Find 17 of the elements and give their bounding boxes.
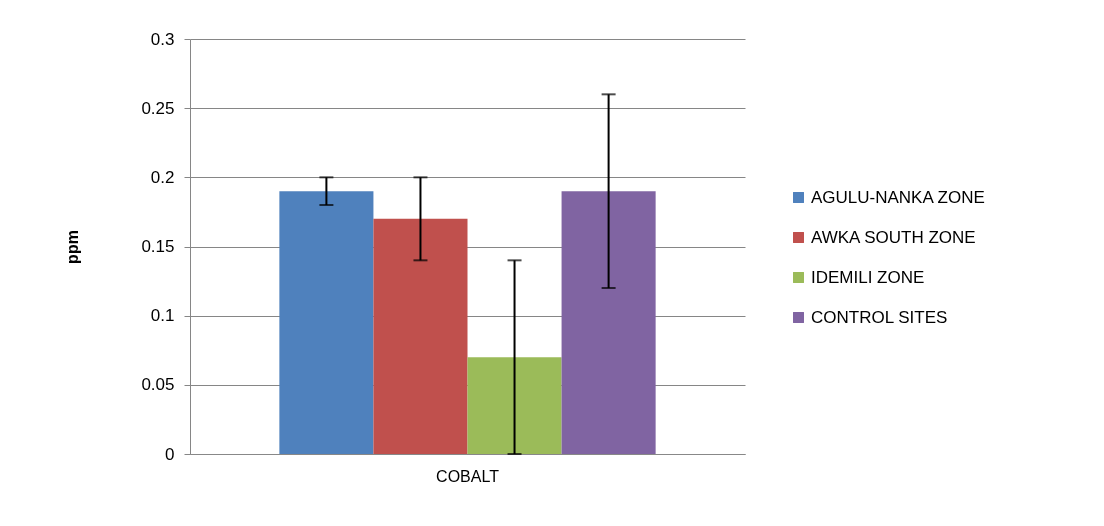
legend-label: AGULU-NANKA ZONE	[811, 187, 985, 207]
y-tick-label: 0.15	[141, 237, 175, 256]
y-tick-label: 0.25	[141, 98, 175, 118]
y-tick-label: 0.3	[150, 29, 175, 49]
x-tick-label: COBALT	[436, 467, 500, 485]
bar	[467, 357, 562, 454]
y-tick-label: 0.05	[141, 375, 175, 395]
legend-label: CONTROL SITES	[811, 307, 948, 327]
y-tick-label: 0.1	[150, 306, 175, 326]
y-tick-label: 0.2	[150, 167, 175, 187]
bar	[373, 218, 468, 454]
y-axis-title: ppm	[64, 230, 82, 264]
bar	[561, 191, 656, 454]
y-tick-label: 0	[165, 444, 175, 464]
bar	[279, 191, 374, 454]
legend-label: IDEMILI ZONE	[811, 267, 925, 287]
legend-label: AWKA SOUTH ZONE	[811, 227, 976, 247]
